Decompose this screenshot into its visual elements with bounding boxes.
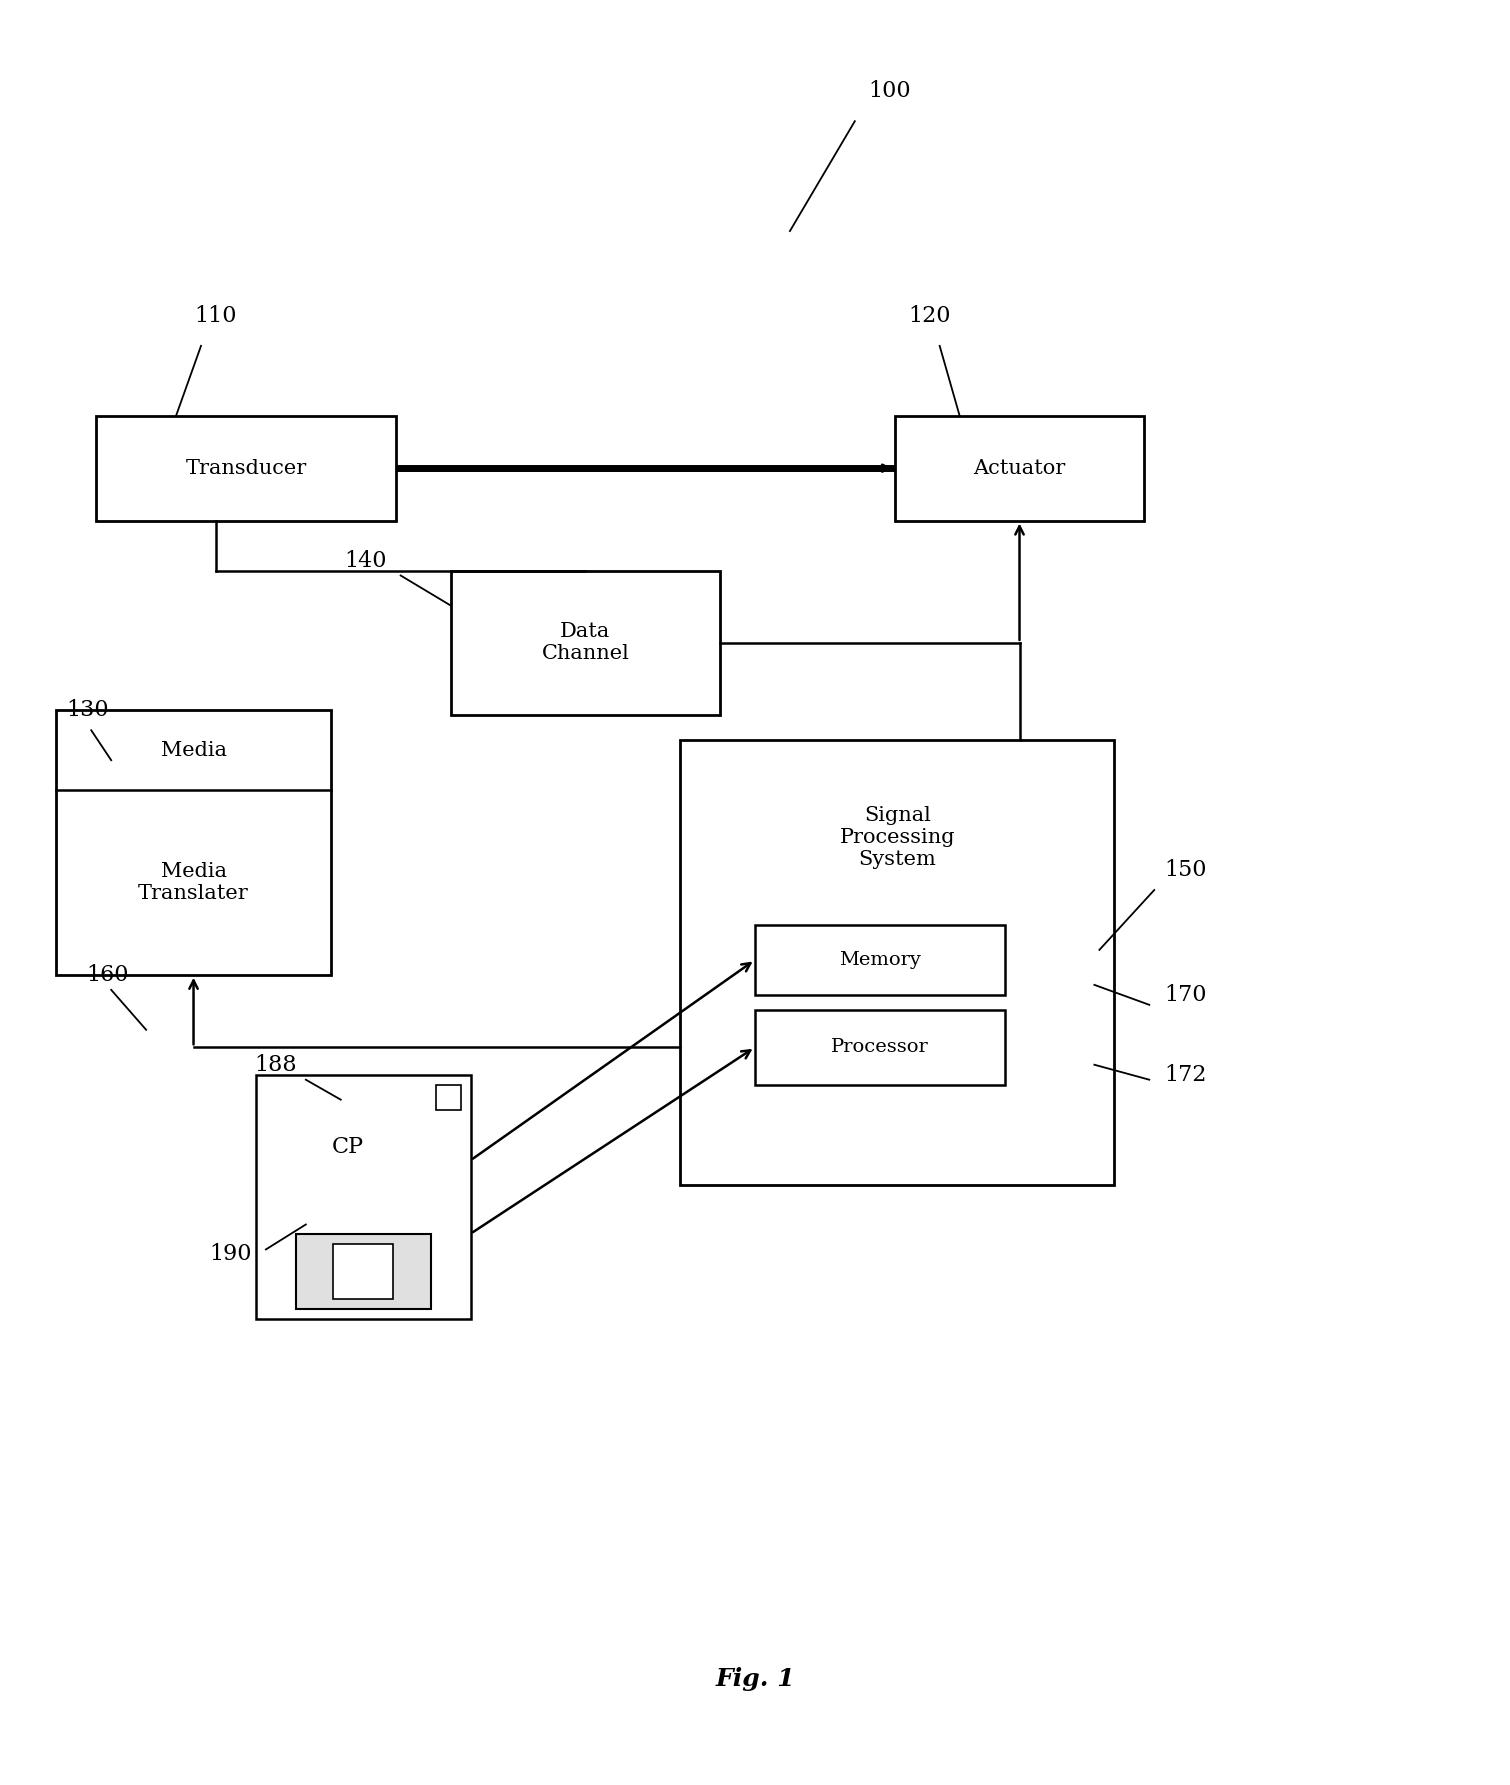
Text: 130: 130 xyxy=(66,700,109,721)
Text: 188: 188 xyxy=(255,1053,297,1076)
Bar xyxy=(755,1010,1004,1085)
Bar xyxy=(334,1244,393,1299)
Text: 140: 140 xyxy=(344,550,387,571)
Text: 160: 160 xyxy=(86,964,128,985)
Text: Actuator: Actuator xyxy=(974,459,1066,478)
Bar xyxy=(450,571,720,716)
Bar xyxy=(435,1085,461,1110)
Text: Signal
Processing
System: Signal Processing System xyxy=(840,807,954,869)
Text: Media
Translater: Media Translater xyxy=(137,862,249,903)
Text: 170: 170 xyxy=(1164,984,1206,1005)
Bar xyxy=(97,416,396,521)
Text: 120: 120 xyxy=(909,305,951,327)
Text: 150: 150 xyxy=(1164,859,1206,882)
Text: Fig. 1: Fig. 1 xyxy=(716,1667,794,1690)
Text: 110: 110 xyxy=(195,305,237,327)
Text: Data
Channel: Data Channel xyxy=(542,623,630,664)
Text: Media: Media xyxy=(160,741,226,760)
Text: CP: CP xyxy=(332,1135,364,1158)
Bar xyxy=(255,1075,471,1319)
Text: 172: 172 xyxy=(1164,1064,1206,1085)
Text: Transducer: Transducer xyxy=(186,459,307,478)
Bar xyxy=(296,1235,430,1310)
Bar xyxy=(56,710,331,975)
Bar xyxy=(680,741,1114,1185)
Text: Processor: Processor xyxy=(831,1039,929,1057)
Bar xyxy=(755,925,1004,994)
Bar xyxy=(895,416,1145,521)
Text: 190: 190 xyxy=(210,1244,252,1266)
Text: 100: 100 xyxy=(868,80,911,102)
Text: Memory: Memory xyxy=(840,951,921,969)
